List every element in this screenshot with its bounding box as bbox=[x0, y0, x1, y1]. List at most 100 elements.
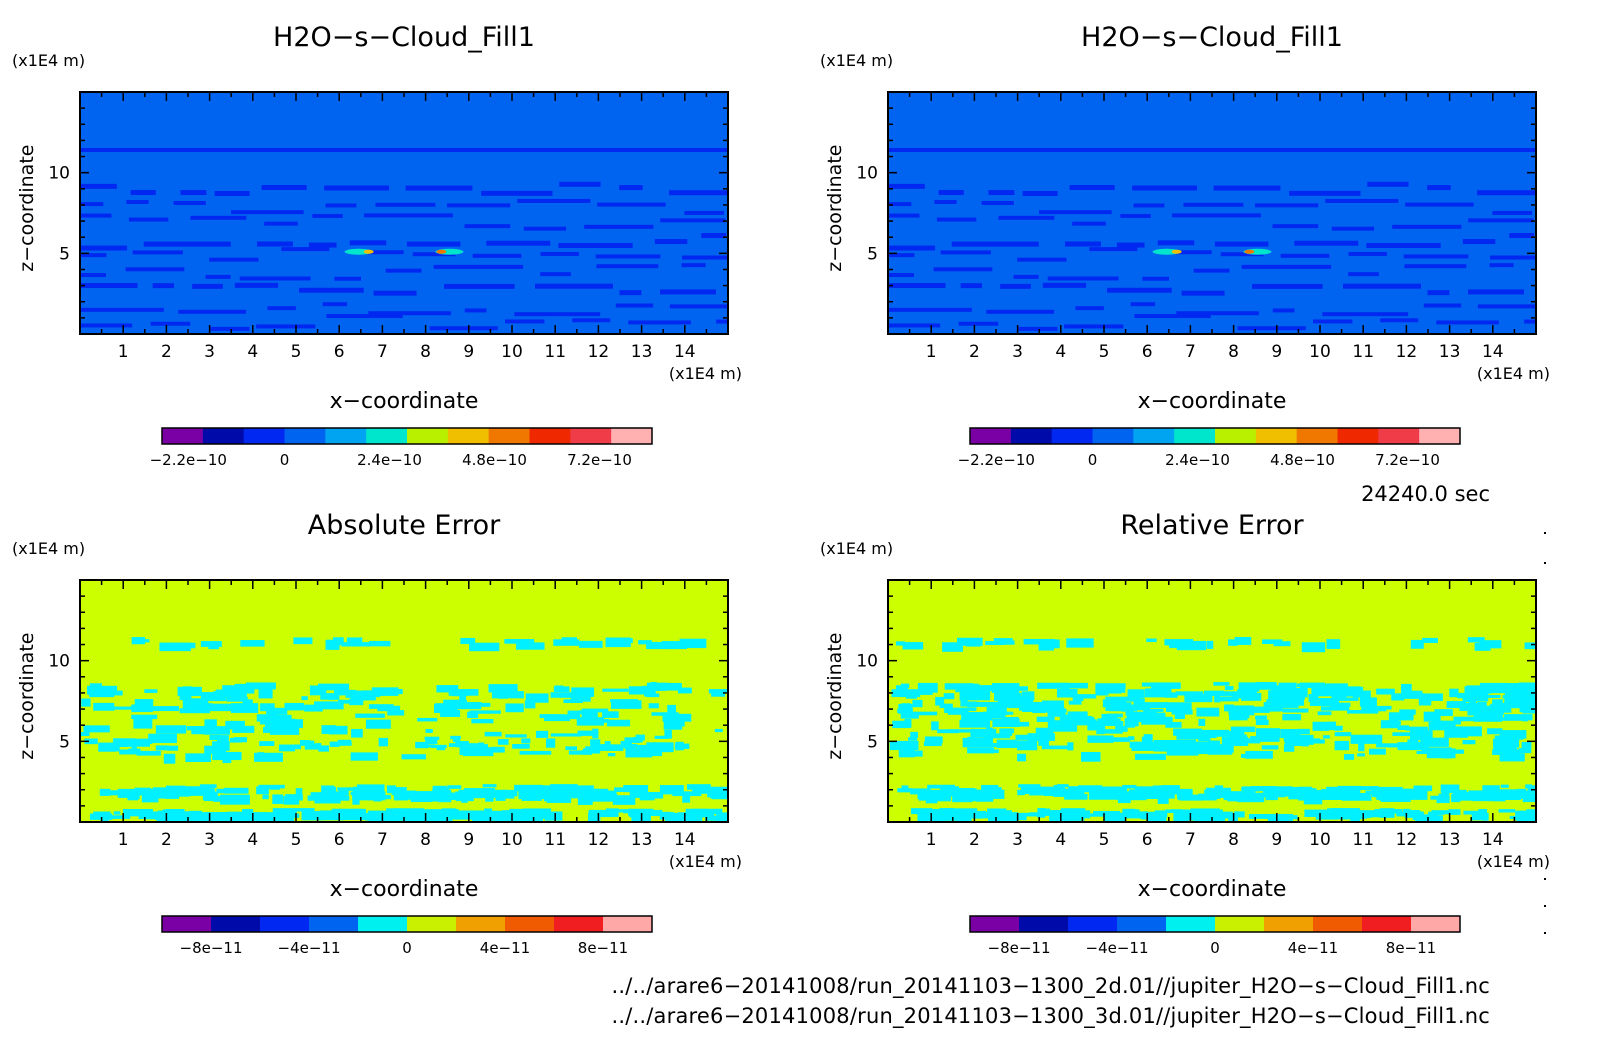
x-tick-label: 2 bbox=[161, 342, 172, 362]
error-patch bbox=[1323, 735, 1330, 739]
x-tick-label: 7 bbox=[377, 342, 388, 362]
error-patch bbox=[974, 791, 994, 800]
error-patch bbox=[93, 702, 115, 711]
error-patch bbox=[386, 785, 396, 794]
error-patch bbox=[1334, 732, 1352, 737]
error-patch bbox=[1131, 814, 1143, 819]
x-tick-label: 12 bbox=[588, 342, 610, 362]
error-patch bbox=[1165, 702, 1192, 712]
error-patch bbox=[1330, 686, 1361, 696]
field-contour bbox=[1322, 312, 1409, 317]
error-patch bbox=[1207, 740, 1221, 746]
error-patch bbox=[81, 698, 91, 707]
error-patch bbox=[1493, 742, 1517, 751]
error-patch bbox=[910, 788, 931, 795]
field-contour bbox=[180, 190, 207, 196]
error-patch bbox=[1128, 736, 1135, 741]
x-tick-label: 1 bbox=[118, 342, 129, 362]
error-patch bbox=[1126, 712, 1137, 721]
colorbar-segment bbox=[407, 916, 457, 932]
colorbar-segment bbox=[407, 428, 449, 444]
y-tick-label: 5 bbox=[59, 244, 70, 264]
field-contour bbox=[1367, 181, 1409, 187]
field-contour bbox=[128, 217, 169, 222]
error-patch bbox=[256, 786, 269, 795]
error-patch bbox=[918, 808, 941, 815]
error-patch bbox=[677, 687, 692, 694]
error-patch bbox=[1245, 750, 1273, 759]
error-patch bbox=[1253, 706, 1270, 713]
colorbar-segment bbox=[1411, 916, 1461, 932]
field-background bbox=[888, 92, 1536, 334]
error-patch bbox=[568, 750, 589, 755]
error-patch bbox=[310, 792, 323, 798]
colorbar-segment bbox=[1117, 916, 1167, 932]
error-patch bbox=[216, 735, 229, 744]
error-patch bbox=[1128, 789, 1153, 795]
y-unit-label: (x1E4 m) bbox=[820, 51, 893, 70]
error-patch bbox=[1232, 694, 1239, 700]
error-patch bbox=[1125, 721, 1135, 728]
error-patch bbox=[900, 683, 910, 689]
error-patch bbox=[521, 792, 542, 801]
error-patch bbox=[99, 788, 111, 796]
chart-panel-1: −2.2e−10 0 2.4e−10 4.8e−10 7.2e−101 2 3 4 5 6 7 8 9 1… bbox=[12, 22, 742, 469]
error-patch bbox=[459, 692, 466, 703]
error-patch bbox=[1047, 708, 1066, 717]
error-patch bbox=[182, 698, 209, 708]
y-axis-label: z−coordinate bbox=[824, 145, 846, 272]
error-patch bbox=[1198, 718, 1206, 727]
error-patch bbox=[1412, 813, 1425, 821]
error-patch bbox=[1228, 794, 1249, 800]
error-patch bbox=[984, 733, 1011, 739]
field-contour bbox=[558, 242, 633, 248]
error-patch bbox=[1110, 792, 1117, 796]
error-patch bbox=[1028, 812, 1038, 816]
field-contour bbox=[1254, 203, 1319, 208]
error-patch bbox=[1526, 707, 1536, 713]
chart-title: H2O−s−Cloud_Fill1 bbox=[1081, 22, 1343, 53]
error-patch bbox=[219, 794, 250, 805]
error-patch bbox=[1173, 813, 1189, 822]
x-tick-label: 4 bbox=[247, 342, 258, 362]
error-patch bbox=[942, 642, 963, 652]
error-patch bbox=[1096, 721, 1124, 727]
error-patch bbox=[132, 791, 141, 796]
error-patch bbox=[391, 787, 407, 796]
field-contour bbox=[615, 303, 654, 308]
error-patch bbox=[1041, 745, 1069, 750]
error-patch bbox=[1081, 751, 1101, 762]
error-patch bbox=[1471, 792, 1496, 802]
error-patch bbox=[1229, 711, 1248, 721]
error-patch bbox=[1518, 814, 1534, 822]
error-patch bbox=[660, 682, 682, 691]
field-contour bbox=[940, 250, 991, 255]
error-patch bbox=[993, 789, 1005, 799]
error-patch bbox=[254, 752, 283, 762]
error-patch bbox=[1494, 686, 1525, 694]
error-patch bbox=[1096, 729, 1123, 734]
x-tick-label: 13 bbox=[1439, 830, 1461, 850]
error-patch bbox=[550, 784, 578, 789]
colorbar-segment bbox=[1068, 916, 1118, 932]
field-contour bbox=[716, 319, 728, 324]
field-contour bbox=[446, 203, 511, 208]
error-patch bbox=[705, 815, 726, 821]
error-patch bbox=[1449, 749, 1464, 754]
error-patch bbox=[1027, 733, 1055, 741]
error-patch bbox=[604, 741, 611, 747]
x-tick-label: 6 bbox=[1142, 342, 1153, 362]
field-contour bbox=[80, 273, 106, 278]
error-patch bbox=[354, 791, 386, 801]
error-patch bbox=[497, 739, 509, 745]
error-patch bbox=[567, 710, 581, 720]
field-contour bbox=[888, 323, 941, 328]
error-patch bbox=[563, 699, 583, 704]
x-tick-label: 12 bbox=[1396, 830, 1418, 850]
error-patch bbox=[1431, 815, 1443, 822]
error-patch bbox=[1296, 683, 1315, 688]
x-tick-label: 12 bbox=[588, 830, 610, 850]
error-patch bbox=[1301, 743, 1309, 747]
error-patch bbox=[1304, 809, 1327, 817]
